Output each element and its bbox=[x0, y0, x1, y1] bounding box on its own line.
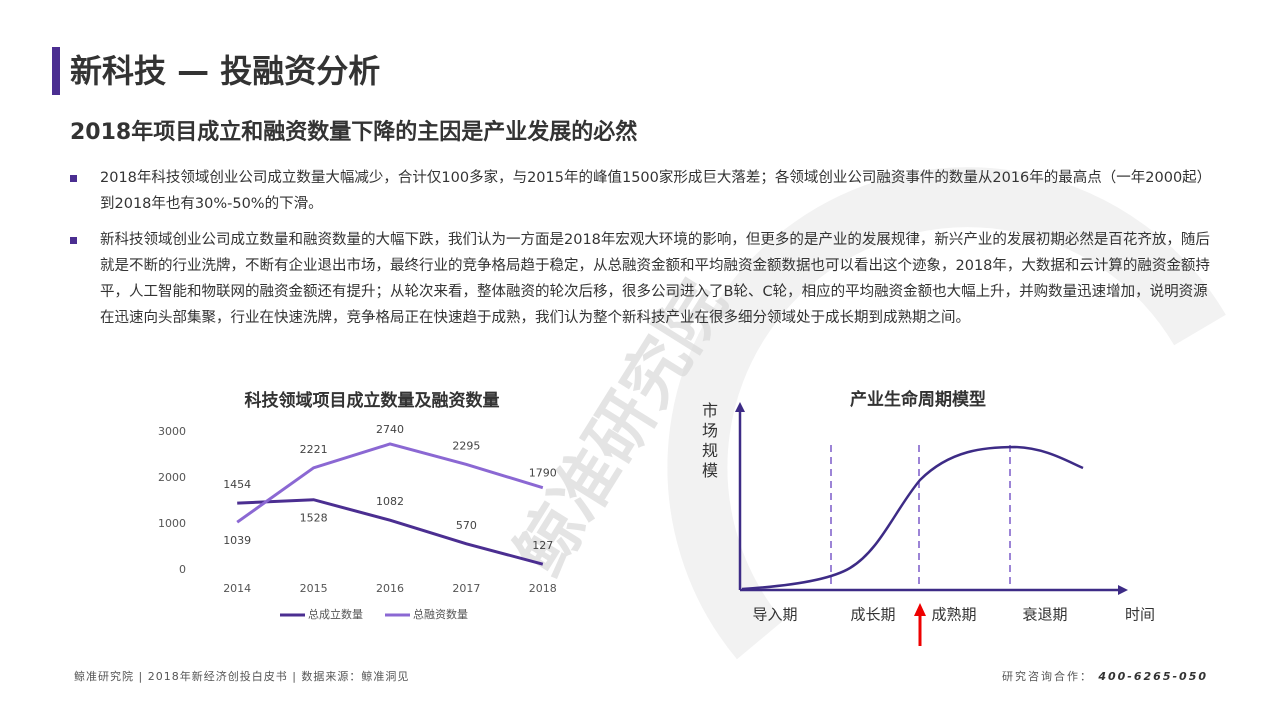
footer-contact-label: 研究咨询合作： bbox=[1002, 669, 1093, 683]
bullet-text: 2018年科技领域创业公司成立数量大幅减少，合计仅100多家，与2015年的峰值… bbox=[100, 170, 1212, 212]
footer-source: 鲸准研究院 | 2018年新经济创投白皮书 | 数据来源：鲸准洞见 bbox=[74, 669, 409, 683]
legend-label: 总融资数量 bbox=[413, 607, 468, 621]
x-tick-label: 2015 bbox=[300, 582, 328, 595]
subtitle: 2018年项目成立和融资数量下降的主因是产业发展的必然 bbox=[70, 119, 637, 145]
data-label: 570 bbox=[456, 519, 477, 532]
x-axis-label: 时间 bbox=[1125, 606, 1155, 624]
legend-label: 总成立数量 bbox=[308, 607, 363, 621]
title: 新科技 — 投融资分析 bbox=[70, 52, 380, 90]
data-label: 1528 bbox=[300, 512, 328, 525]
data-label: 2221 bbox=[300, 443, 328, 456]
series-line bbox=[237, 498, 544, 566]
data-label: 2740 bbox=[376, 423, 404, 436]
y-tick-label: 1000 bbox=[158, 517, 186, 530]
arrow bbox=[735, 402, 745, 412]
y-tick-label: 0 bbox=[179, 563, 186, 576]
y-axis-label: 市场规模 bbox=[702, 401, 719, 480]
x-tick-label: 2017 bbox=[452, 582, 480, 595]
x-tick-label: 2014 bbox=[223, 582, 251, 595]
stage-label: 成长期 bbox=[850, 606, 895, 624]
data-label: 1039 bbox=[223, 534, 251, 547]
y-tick-label: 3000 bbox=[158, 425, 186, 438]
stage-label: 衰退期 bbox=[1022, 606, 1067, 624]
chart-title: 科技领域项目成立数量及融资数量 bbox=[245, 390, 500, 411]
footer-phone: 400-6265-050 bbox=[1097, 670, 1208, 683]
data-label: 127 bbox=[532, 539, 553, 552]
lifecycle-curve bbox=[741, 445, 1084, 591]
bullet-text: 新科技领域创业公司成立数量和融资数量的大幅下跌，我们认为一方面是2018年宏观大… bbox=[100, 232, 1210, 326]
data-label: 1454 bbox=[223, 478, 251, 491]
arrow bbox=[1118, 585, 1128, 595]
marker-arrow-head bbox=[914, 603, 926, 616]
diagram-title: 产业生命周期模型 bbox=[850, 389, 986, 410]
series-line bbox=[236, 442, 544, 524]
data-label: 1790 bbox=[529, 467, 557, 480]
stage-label: 成熟期 bbox=[931, 606, 976, 624]
stage-label: 导入期 bbox=[752, 606, 797, 624]
data-label: 1082 bbox=[376, 495, 404, 508]
data-label: 2295 bbox=[452, 439, 480, 452]
bullet-marker bbox=[70, 237, 77, 244]
bg-arc bbox=[667, 167, 1226, 660]
x-tick-label: 2018 bbox=[529, 582, 557, 595]
x-tick-label: 2016 bbox=[376, 582, 404, 595]
lifecycle-diagram: 产业生命周期模型 导入期 成长期 成熟期 衰退期 时间 bbox=[735, 389, 1155, 646]
title-bar bbox=[52, 47, 60, 95]
y-tick-label: 2000 bbox=[158, 471, 186, 484]
line-chart: 0 1000 2000 3000 2014 2015 2016 2017 2018 1454 152… bbox=[158, 423, 557, 621]
bullet-marker bbox=[70, 175, 77, 182]
